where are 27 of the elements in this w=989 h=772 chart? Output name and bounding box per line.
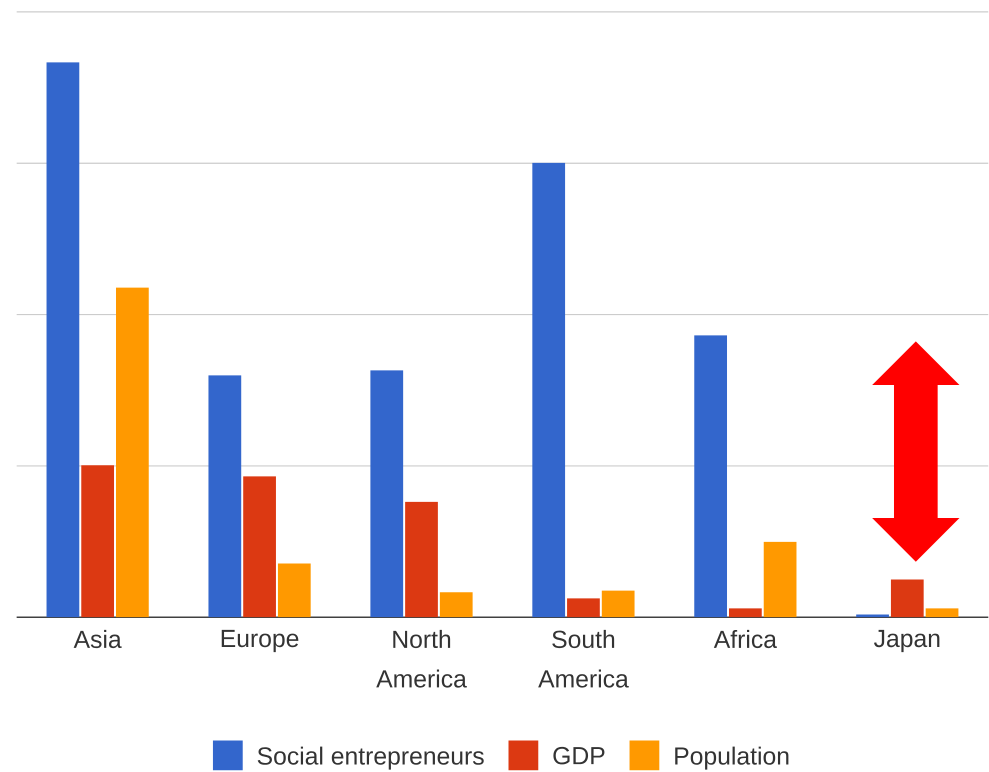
legend-label: Social entrepreneurs — [258, 746, 484, 770]
legend-label: Population — [675, 746, 788, 770]
bar — [440, 592, 473, 618]
bar — [278, 563, 311, 618]
bar — [532, 162, 566, 618]
x-tick-label: North America — [376, 630, 467, 688]
x-tick-label: Asia — [74, 630, 122, 648]
bar — [405, 502, 438, 618]
bar — [926, 608, 958, 618]
bar — [856, 614, 889, 618]
bar — [694, 335, 728, 618]
bar — [116, 288, 149, 618]
bar — [46, 62, 80, 618]
bar — [370, 370, 404, 618]
x-tick-label: Europe — [222, 630, 298, 652]
x-tick-label: Japan — [874, 630, 940, 652]
x-tick-label: South America — [538, 630, 629, 688]
bar — [728, 608, 762, 618]
bar — [602, 590, 635, 618]
bar — [764, 542, 796, 618]
legend-label: GDP — [553, 746, 604, 764]
x-tick-label: Africa — [714, 630, 777, 648]
bar — [567, 598, 600, 618]
bar — [890, 579, 924, 618]
bar — [243, 476, 276, 618]
bar — [81, 465, 114, 618]
bar — [208, 375, 242, 618]
